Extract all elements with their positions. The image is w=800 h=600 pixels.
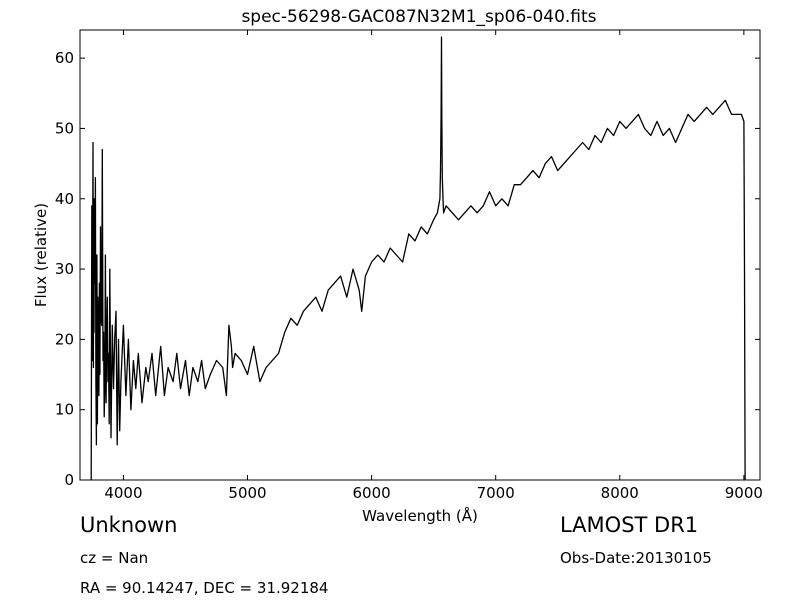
obs-date-label: Obs-Date:20130105 [560,549,712,567]
x-axis-label: Wavelength (Å) [362,506,478,525]
y-tick-label: 0 [64,471,74,489]
spectrum-series [90,36,746,481]
y-tick-label: 20 [55,330,74,348]
spectrum-line [90,36,746,481]
x-tick-label: 8000 [601,484,639,502]
coordinates-label: RA = 90.14247, DEC = 31.92184 [80,579,329,597]
x-tick-label: 9000 [725,484,763,502]
x-tick-label: 6000 [353,484,391,502]
y-tick-label: 60 [55,49,74,67]
y-tick-label: 40 [55,190,74,208]
y-axis-label: Flux (relative) [32,203,50,307]
x-tick-label: 4000 [104,484,142,502]
redshift-label: cz = Nan [80,549,149,567]
plot-frame [79,29,761,481]
y-tick-label: 10 [55,401,74,419]
y-tick-label: 30 [55,260,74,278]
x-tick-label: 5000 [228,484,266,502]
survey-label: LAMOST DR1 [560,513,699,537]
y-tick-label: 50 [55,119,74,137]
chart-title: spec-56298-GAC087N32M1_sp06-040.fits [241,7,596,27]
object-class-label: Unknown [80,513,178,537]
axis-ticks: 4000 5000 6000 7000 8000 9000 0 10 20 30 40 50 60 [55,30,763,502]
x-tick-label: 7000 [477,484,515,502]
